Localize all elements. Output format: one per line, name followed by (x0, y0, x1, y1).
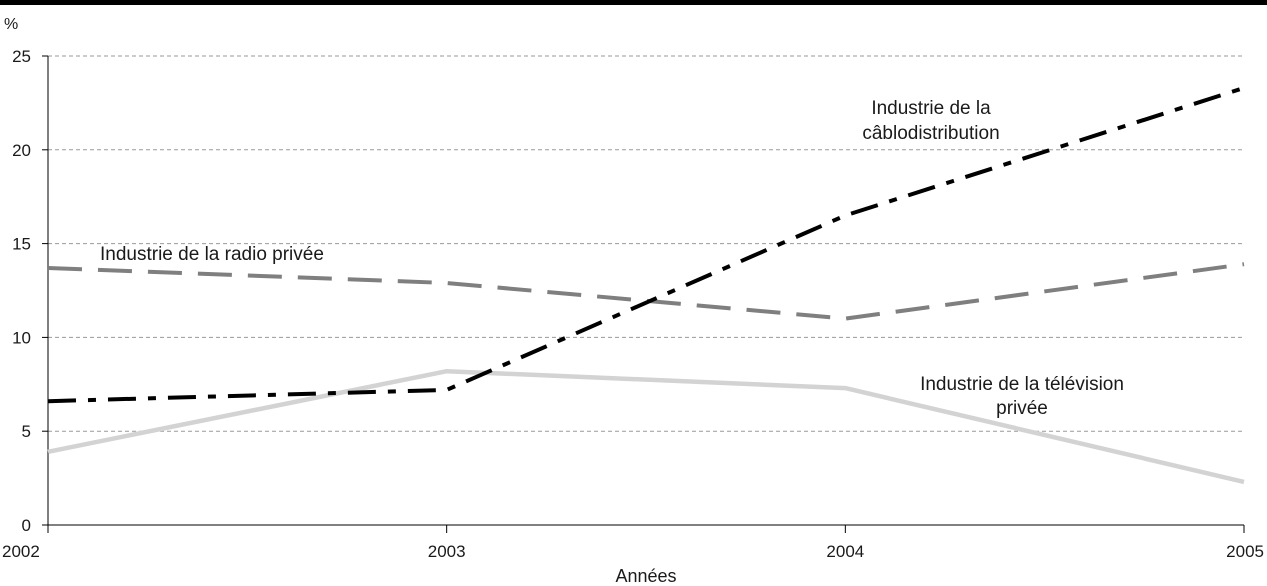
series-label-tv-line2: privée (996, 398, 1048, 419)
series-lines (47, 85, 1245, 485)
x-tick-label: 2004 (826, 542, 864, 561)
y-tick-label: 15 (12, 235, 31, 254)
series-label-tv-line1: Industrie de la télévision (920, 374, 1124, 395)
y-unit-label: % (4, 16, 18, 33)
y-tick-labels: 0 5 10 15 20 25 (12, 47, 31, 535)
x-tick-label: 2005 (1226, 542, 1264, 561)
series-label-cable-line1: Industrie de la (871, 98, 991, 119)
series-label-radio: Industrie de la radio privée (100, 244, 324, 265)
x-tick-label: 2002 (2, 542, 40, 561)
series-line-2 (47, 368, 1245, 485)
series-line-0 (47, 85, 1245, 404)
top-rule (0, 0, 1267, 5)
x-tick-label: 2003 (428, 542, 466, 561)
y-tick-label: 0 (22, 516, 31, 535)
axes (42, 55, 1245, 533)
series-label-cable-line2: câblodistribution (862, 123, 999, 144)
y-tick-label: 5 (22, 422, 31, 441)
x-tick-labels: 2002 2003 2004 2005 (2, 542, 1264, 561)
y-tick-label: 20 (12, 141, 31, 160)
series-line-1 (47, 262, 1245, 321)
y-tick-label: 10 (12, 328, 31, 347)
y-tick-label: 25 (12, 47, 31, 66)
x-axis-title: Années (615, 566, 676, 586)
